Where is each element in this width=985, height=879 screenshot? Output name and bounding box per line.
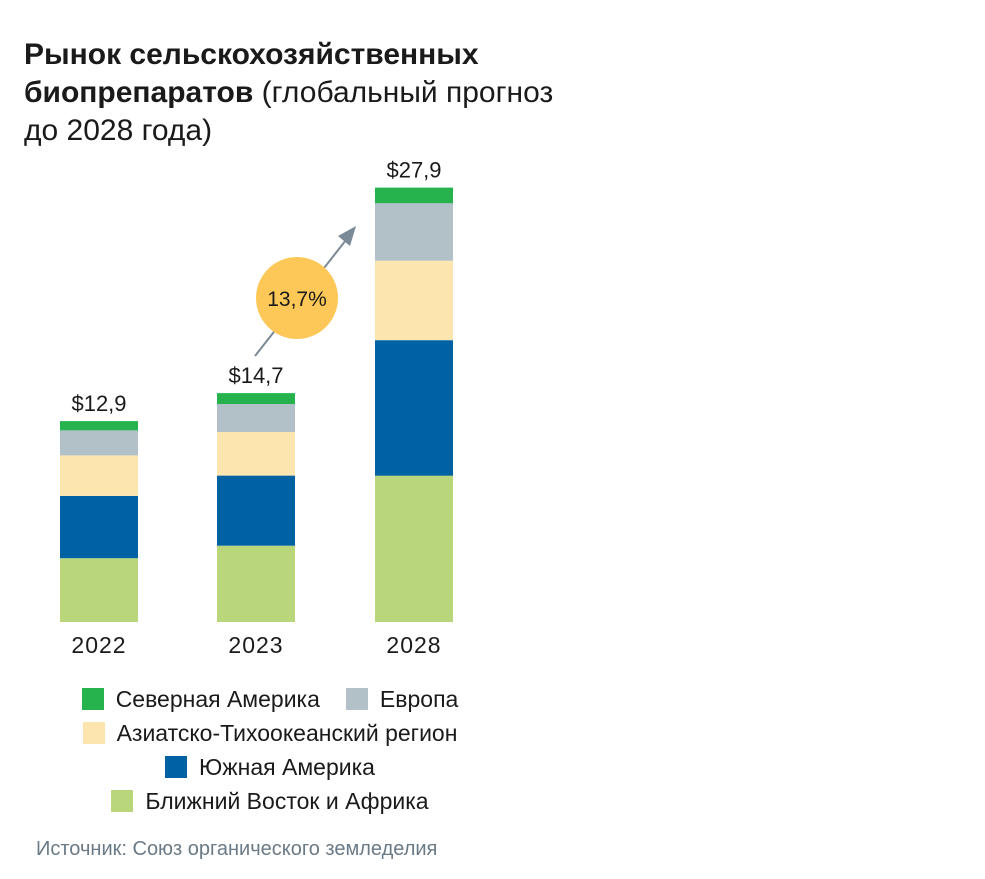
total-label-2022: $12,9	[71, 391, 126, 416]
bar-segment-2028-4	[375, 187, 453, 204]
bar-segment-2023-1	[217, 475, 295, 546]
legend-swatch	[81, 688, 104, 710]
total-label-2028: $27,9	[386, 158, 441, 183]
legend-row: Азиатско-Тихоокеанский регион	[0, 716, 540, 750]
bar-segment-2023-4	[217, 393, 295, 404]
chart-title: Рынок сельскохозяйственных биопрепаратов…	[24, 36, 584, 150]
legend-label: Северная Америка	[115, 685, 320, 712]
legend-label: Европа	[379, 685, 459, 712]
bar-segment-2022-4	[60, 421, 138, 431]
category-label-2022: 2022	[71, 632, 126, 658]
bar-segment-2022-3	[60, 430, 138, 456]
growth-arrow-head	[338, 226, 356, 246]
bar-segment-2028-0	[375, 475, 453, 622]
chart-title-bold: Рынок сельскохозяйственных биопрепаратов	[24, 38, 479, 109]
legend-item-mea: Ближний Восток и Африка	[111, 787, 429, 815]
category-label-2023: 2023	[228, 632, 283, 658]
category-label-2028: 2028	[386, 632, 441, 658]
bar-segment-2022-1	[60, 495, 138, 559]
legend-swatch	[165, 756, 188, 778]
legend-row: Северная Америка Европа	[0, 682, 540, 716]
growth-label: 13,7%	[267, 288, 327, 311]
total-label-2023: $14,7	[228, 363, 283, 388]
legend-item-north-america: Северная Америка	[81, 685, 320, 713]
bar-segment-2023-2	[217, 432, 295, 476]
legend-swatch	[111, 790, 134, 812]
growth-badge	[256, 257, 338, 339]
bar-segment-2028-2	[375, 260, 453, 341]
bar-segment-2028-3	[375, 203, 453, 261]
bar-segment-2022-0	[60, 558, 138, 622]
chart-legend: Северная Америка Европа Азиатско-Тихооке…	[0, 682, 540, 818]
legend-label: Южная Америка	[199, 753, 375, 780]
chart-title-normal: (глобальный прогноз до 2028 года)	[24, 76, 554, 147]
legend-row: Ближний Восток и Африка	[0, 784, 540, 818]
bar-segment-2028-1	[375, 340, 453, 476]
legend-label: Азиатско-Тихоокеанский регион	[116, 719, 458, 746]
legend-item-europe: Европа	[345, 685, 459, 713]
legend-swatch	[345, 688, 368, 710]
bar-segment-2023-3	[217, 404, 295, 432]
legend-label: Ближний Восток и Африка	[145, 787, 429, 814]
legend-row: Южная Америка	[0, 750, 540, 784]
bar-segment-2022-2	[60, 455, 138, 496]
legend-swatch	[82, 722, 105, 744]
bar-segment-2023-0	[217, 545, 295, 622]
legend-item-asia-pacific: Азиатско-Тихоокеанский регион	[82, 719, 458, 747]
source-note: Источник: Союз органического земледелия	[36, 838, 438, 860]
legend-item-south-america: Южная Америка	[165, 754, 375, 781]
